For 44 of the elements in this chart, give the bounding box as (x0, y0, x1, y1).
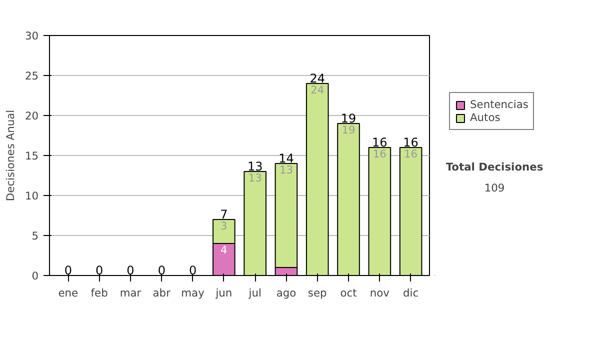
y-tick-label: 5 (32, 230, 38, 242)
data-label: 19 (342, 124, 356, 136)
y-tick-label: 0 (32, 270, 39, 282)
total-label: 13 (247, 160, 263, 174)
data-label: 3 (220, 220, 228, 232)
y-tick-label: 15 (24, 150, 39, 162)
total-label: 7 (220, 208, 228, 222)
data-label: 24 (310, 84, 324, 96)
text: 109 (484, 182, 505, 194)
x-tick-label: oct (340, 286, 357, 300)
data-label: 16 (372, 148, 387, 160)
total-label: 0 (158, 264, 166, 278)
total-label: 14 (278, 152, 294, 166)
total-label: 16 (403, 136, 418, 150)
legend-label: Sentencias (470, 98, 528, 111)
y-tick-label: 20 (24, 110, 39, 122)
y-tick-label: 25 (24, 70, 39, 82)
legend-label: Autos (470, 111, 500, 124)
x-tick-label: feb (90, 286, 108, 300)
y-tick-label: 30 (24, 30, 39, 42)
x-tick-label: nov (370, 286, 390, 300)
total-label: 24 (310, 72, 326, 86)
x-tick-label: ene (58, 286, 78, 300)
total-label: 0 (96, 264, 104, 278)
x-tick-label: dic (403, 286, 419, 300)
y-tick-label: 10 (24, 190, 39, 202)
total-label: 0 (188, 264, 197, 278)
data-label: 16 (404, 148, 418, 160)
x-tick-label: jul (248, 286, 262, 300)
y-axis-title: Decisiones Anual (4, 110, 17, 202)
data-label: 13 (279, 164, 294, 176)
data-label: 13 (248, 172, 262, 184)
total-label: 0 (126, 264, 134, 278)
x-tick-label: abr (152, 286, 172, 300)
x-tick-label: sep (308, 286, 328, 300)
x-tick-label: may (181, 286, 204, 300)
x-tick-label: jun (214, 286, 232, 300)
text: Total Decisiones (446, 160, 544, 174)
total-label: 16 (372, 136, 388, 150)
x-tick-label: ago (276, 286, 296, 300)
x-tick-label: mar (120, 286, 142, 300)
total-label: 19 (340, 112, 356, 126)
total-label: 0 (64, 264, 72, 278)
data-label: 4 (220, 244, 228, 256)
